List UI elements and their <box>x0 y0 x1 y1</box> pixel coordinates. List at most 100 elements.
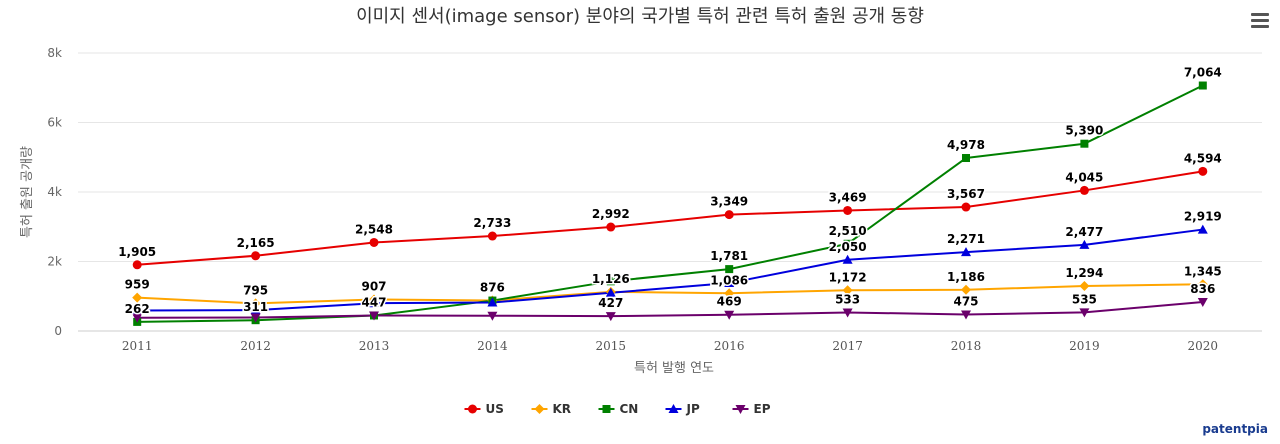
data-point-cn <box>1198 81 1207 90</box>
data-point-ep <box>605 312 616 322</box>
data-point-cn <box>606 277 615 286</box>
chart-title: 이미지 센서(image sensor) 분야의 국가별 특허 관련 특허 출원… <box>356 6 924 27</box>
data-point-jp <box>605 287 616 297</box>
data-point-jp <box>1197 224 1208 234</box>
x-tick-label: 2016 <box>714 339 745 353</box>
credit-label: patentpia <box>1202 422 1268 436</box>
y-tick-label: 0 <box>54 324 62 338</box>
data-label-cn: 7,064 <box>1184 66 1222 80</box>
data-label-cn: 311 <box>243 300 268 314</box>
y-tick-label: 4k <box>47 185 62 199</box>
data-point-us <box>724 210 734 220</box>
y-tick-label: 6k <box>47 116 62 130</box>
data-label-ep: 427 <box>598 296 623 310</box>
data-label-ep: 475 <box>953 294 978 308</box>
data-point-kr <box>1079 281 1090 292</box>
data-label-kr: 1,345 <box>1184 264 1222 278</box>
data-point-us <box>843 205 853 215</box>
data-label-cn: 262 <box>125 302 150 316</box>
data-label-us: 3,349 <box>710 195 748 209</box>
data-label-kr: 1,294 <box>1065 266 1103 280</box>
legend-item-us[interactable]: US <box>486 402 504 416</box>
data-label-us: 2,992 <box>592 207 630 221</box>
data-label-us: 1,905 <box>118 245 156 259</box>
data-point-kr <box>132 292 143 303</box>
x-tick-label: 2019 <box>1069 339 1100 353</box>
y-tick-label: 8k <box>47 46 62 60</box>
data-label-cn: 4,978 <box>947 138 985 152</box>
y-tick-label: 2k <box>47 255 62 269</box>
data-point-jp <box>842 254 853 264</box>
data-label-kr: 907 <box>361 279 386 293</box>
x-tick-label: 2011 <box>122 339 153 353</box>
data-point-ep <box>842 308 853 318</box>
data-point-us <box>1079 185 1089 195</box>
data-point-us <box>487 231 497 241</box>
series-line-jp <box>137 228 1203 312</box>
x-tick-label: 2015 <box>596 339 627 353</box>
data-label-cn: 2,510 <box>829 224 867 238</box>
series-line-kr <box>137 283 1203 305</box>
legend-marker-kr <box>534 404 545 414</box>
data-point-cn <box>962 154 970 163</box>
data-point-cn <box>843 239 852 248</box>
legend-marker-jp <box>668 404 679 413</box>
legend-item-cn[interactable]: CN <box>620 402 639 416</box>
data-label-jp: 2,271 <box>947 232 985 246</box>
data-point-ep <box>250 313 261 323</box>
y-axis-title: 특허 출원 공개량 <box>20 146 35 238</box>
data-label-jp: 2,477 <box>1065 225 1103 239</box>
data-point-us <box>251 251 261 261</box>
data-point-jp <box>132 305 143 315</box>
data-point-kr <box>250 298 261 309</box>
series-line-us <box>137 170 1203 266</box>
x-tick-label: 2014 <box>477 339 508 353</box>
data-point-kr <box>961 284 971 295</box>
data-point-ep <box>1197 297 1208 307</box>
legend-marker-cn <box>602 405 611 413</box>
data-point-us <box>132 260 142 270</box>
x-tick-label: 2018 <box>951 339 982 353</box>
data-point-us <box>1198 166 1208 176</box>
series-line-ep <box>137 300 1203 319</box>
x-tick-label: 2012 <box>240 339 271 353</box>
x-tick-label: 2017 <box>832 339 863 353</box>
data-point-kr <box>724 288 735 299</box>
series-line-cn <box>137 84 1204 323</box>
data-label-kr: 1,172 <box>829 270 867 284</box>
data-label-us: 3,567 <box>947 187 985 201</box>
legend-item-ep[interactable]: EP <box>754 402 771 416</box>
data-point-ep <box>132 313 143 323</box>
data-point-cn <box>725 265 734 274</box>
data-point-jp <box>724 278 735 288</box>
data-label-ep: 535 <box>1072 292 1097 306</box>
data-point-jp <box>487 297 498 307</box>
data-label-kr: 959 <box>125 278 150 292</box>
data-label-jp: 2,050 <box>829 240 867 254</box>
data-label-kr: 1,186 <box>947 270 985 284</box>
legend-marker-ep <box>735 405 746 414</box>
data-label-kr: 795 <box>243 283 268 297</box>
data-point-jp <box>961 247 971 257</box>
x-tick-label: 2013 <box>359 339 390 353</box>
data-point-jp <box>250 305 261 315</box>
data-label-us: 4,594 <box>1184 151 1222 165</box>
data-label-us: 2,733 <box>473 216 511 230</box>
legend-item-kr[interactable]: KR <box>553 402 572 416</box>
data-point-ep <box>369 311 379 321</box>
x-tick-label: 2020 <box>1188 339 1219 353</box>
data-label-kr: 1,086 <box>710 273 748 287</box>
legend-item-jp[interactable]: JP <box>686 402 700 416</box>
data-label-ep: 836 <box>1190 282 1215 296</box>
hamburger-menu-icon[interactable] <box>1248 10 1272 30</box>
data-point-kr <box>1197 279 1208 290</box>
data-label-jp: 2,919 <box>1184 210 1222 224</box>
data-point-cn <box>1080 139 1089 148</box>
data-label-cn: 5,390 <box>1065 124 1103 138</box>
data-label-us: 4,045 <box>1065 170 1103 184</box>
data-label-cn: 1,781 <box>710 249 748 263</box>
data-point-ep <box>961 310 971 320</box>
data-point-ep <box>487 311 498 321</box>
data-label-us: 2,165 <box>237 236 275 250</box>
